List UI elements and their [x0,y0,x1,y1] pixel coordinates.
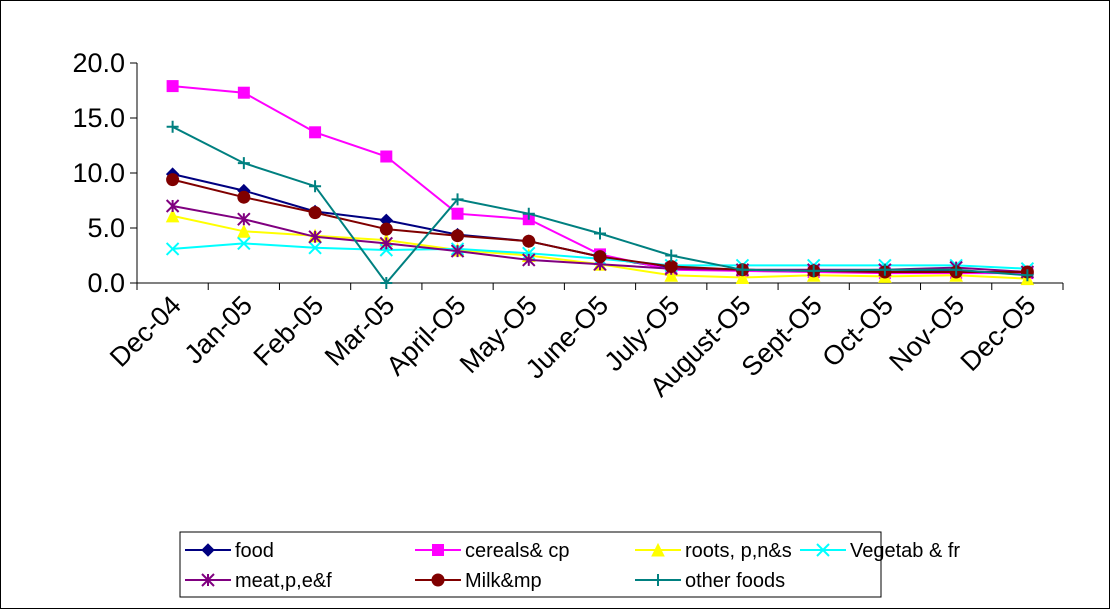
data-point [379,222,393,236]
data-point [309,180,322,193]
data-point [165,208,180,223]
data-point [451,207,464,220]
legend-box [179,531,882,598]
data-point [308,206,322,220]
data-point [736,263,749,276]
data-point [165,242,180,256]
data-point [166,173,180,187]
data-point [201,543,215,557]
data-point [237,224,251,238]
legend-label: Vegetab & fr [850,540,960,562]
data-point [380,150,393,163]
data-point [308,241,322,255]
data-point [166,80,179,93]
data-point [431,573,445,587]
data-point [166,120,179,133]
data-point [807,264,820,277]
y-tick-label: 0.0 [87,268,125,298]
data-point [237,236,251,251]
legend-entry: cereals& cp [415,540,570,562]
data-point [522,253,536,267]
data-point [593,250,607,264]
legend-entry: food [185,540,274,562]
y-tick-label: 5.0 [87,213,125,243]
legend-label: food [235,540,274,562]
data-point [201,573,215,587]
data-point [308,230,322,244]
data-point [816,543,830,557]
data-point [652,574,664,586]
legend: food cereals& cp roots, p,n&s Vegetab & fr m… [179,531,960,598]
y-tick-label: 15.0 [72,103,125,133]
data-point [237,212,251,226]
legend-label: other foods [685,570,785,592]
data-point [309,126,322,139]
data-point [237,190,251,204]
data-point [664,268,679,282]
data-point [950,263,963,276]
data-point [432,544,444,556]
data-point [735,270,750,284]
data-point [451,193,464,206]
legend-label: Milk&mp [465,570,542,592]
data-point [522,234,536,248]
legend-label: roots, p,n&s [685,540,792,562]
y-tick-label: 20.0 [72,48,125,78]
legend-label: meat,p,e&f [235,570,332,592]
data-point [651,542,665,557]
data-point [237,86,250,99]
data-point [594,227,606,240]
legend-entry: meat,p,e&f [185,570,332,592]
data-point [379,236,394,251]
legend-entry: roots, p,n&s [635,540,792,562]
series-6 [166,120,1034,289]
legend-entry: Vegetab & fr [800,540,960,562]
data-point [450,244,465,258]
data-point [451,229,465,243]
data-point [380,277,393,289]
data-point [1021,269,1034,282]
legend-label: cereals& cp [465,540,570,562]
data-point [522,207,535,220]
data-point [237,157,250,170]
legend-entry: other foods [635,570,785,592]
data-point [665,249,678,262]
data-point [165,199,180,213]
y-tick-label: 10.0 [72,158,125,188]
series-group [165,80,1035,289]
data-point [664,260,678,273]
data-point [878,263,891,276]
legend-entry: Milk&mp [415,570,542,592]
